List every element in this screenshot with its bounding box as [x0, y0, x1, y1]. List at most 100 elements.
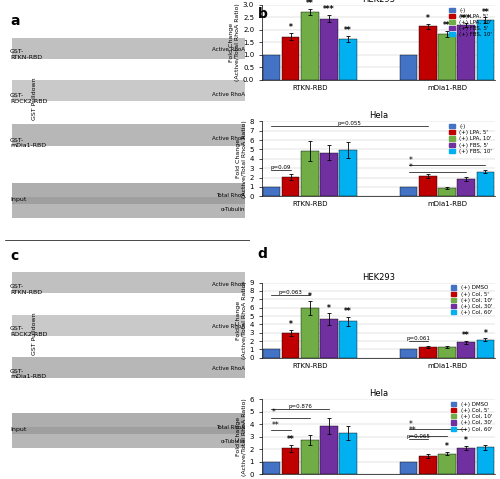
Text: **: **	[443, 22, 451, 30]
FancyBboxPatch shape	[12, 357, 245, 378]
Bar	[476, 20, 494, 80]
Text: GST-
RTKN-RBD: GST- RTKN-RBD	[10, 284, 42, 295]
Text: b: b	[258, 7, 268, 21]
Text: p=0.876: p=0.876	[288, 404, 312, 409]
Text: *: *	[464, 436, 468, 445]
FancyBboxPatch shape	[12, 427, 245, 448]
FancyBboxPatch shape	[12, 38, 245, 59]
Text: GST-
mDia1-RBD: GST- mDia1-RBD	[10, 369, 46, 379]
Text: *: *	[445, 442, 449, 451]
Text: GST-
ROCK2-RBD: GST- ROCK2-RBD	[10, 93, 48, 104]
Text: Active RhoA: Active RhoA	[212, 324, 245, 329]
Text: Total RhoA: Total RhoA	[216, 425, 245, 430]
Bar	[400, 187, 417, 196]
Bar	[438, 454, 456, 474]
Text: p=0.061: p=0.061	[406, 336, 430, 341]
Text: *: *	[288, 23, 292, 32]
Text: GST-
mDia1-RBD: GST- mDia1-RBD	[10, 137, 46, 148]
Text: GST Pulldown: GST Pulldown	[32, 78, 37, 120]
Text: p=0.063: p=0.063	[278, 290, 302, 295]
Text: *: *	[408, 156, 412, 165]
Text: d: d	[258, 247, 268, 261]
Text: **: **	[408, 426, 416, 435]
Text: *: *	[426, 14, 430, 23]
Text: **: **	[306, 0, 314, 8]
Bar	[458, 448, 475, 474]
Text: *: *	[327, 304, 331, 313]
FancyBboxPatch shape	[12, 125, 245, 146]
Text: **: **	[272, 421, 279, 430]
Bar	[262, 349, 280, 358]
Bar	[340, 321, 357, 358]
Bar	[262, 462, 280, 474]
Bar	[282, 333, 300, 358]
Bar	[419, 347, 436, 358]
Bar	[458, 25, 475, 80]
Text: *: *	[308, 292, 312, 300]
Text: Active RhoA: Active RhoA	[212, 47, 245, 52]
Y-axis label: Fold Change
(Active/Total RhoA Ratio): Fold Change (Active/Total RhoA Ratio)	[230, 3, 240, 81]
Text: **: **	[462, 331, 470, 341]
Bar	[476, 447, 494, 474]
Bar	[476, 340, 494, 358]
Bar	[262, 55, 280, 80]
Legend: (+) DMSO, (+) Col, 5', (+) Col, 10', (+) Col, 30', (+) Col, 60': (+) DMSO, (+) Col, 5', (+) Col, 10', (+)…	[450, 284, 494, 316]
Text: p=0.055: p=0.055	[338, 121, 361, 126]
Bar	[282, 448, 300, 474]
Title: HEK293: HEK293	[362, 273, 395, 282]
Text: p=0.065: p=0.065	[406, 434, 430, 439]
Y-axis label: Fold Change
(Active/Total RhoA Ratio): Fold Change (Active/Total RhoA Ratio)	[236, 281, 247, 359]
Bar	[458, 179, 475, 196]
Text: ***: ***	[323, 5, 335, 14]
Bar	[320, 153, 338, 196]
Text: c: c	[10, 249, 18, 263]
Bar	[301, 308, 318, 358]
Text: ***: ***	[460, 13, 472, 23]
Text: Input: Input	[10, 427, 26, 432]
Text: Active RhoA: Active RhoA	[212, 136, 245, 141]
Bar	[419, 176, 436, 196]
Text: *: *	[408, 420, 412, 429]
Bar	[476, 171, 494, 196]
Text: Total RhoA: Total RhoA	[216, 193, 245, 197]
Bar	[419, 26, 436, 80]
FancyBboxPatch shape	[12, 197, 245, 218]
Bar	[400, 349, 417, 358]
FancyBboxPatch shape	[12, 315, 245, 336]
Text: Active RhoA: Active RhoA	[212, 91, 245, 97]
Legend: (+) DMSO, (+) Col, 5', (+) Col, 10', (+) Col, 30', (+) Col, 60': (+) DMSO, (+) Col, 5', (+) Col, 10', (+)…	[450, 401, 494, 433]
Legend: (-), (+) LPA, 5', (+) LPA, 10', (+) FBS, 5', (+) FBS, 10': (-), (+) LPA, 5', (+) LPA, 10', (+) FBS,…	[448, 123, 494, 155]
Text: **: **	[344, 26, 352, 35]
Bar	[400, 462, 417, 474]
Text: **: **	[482, 8, 490, 17]
Text: Active RhoA: Active RhoA	[212, 366, 245, 371]
Bar	[438, 347, 456, 358]
Y-axis label: Fold Change
(Active/Total RhoA Ratio): Fold Change (Active/Total RhoA Ratio)	[236, 120, 247, 198]
Text: *: *	[408, 162, 412, 171]
Text: α-Tubulin: α-Tubulin	[220, 206, 245, 212]
Text: Input: Input	[10, 197, 26, 202]
Bar	[301, 151, 318, 196]
Bar	[340, 39, 357, 80]
FancyBboxPatch shape	[12, 80, 245, 101]
Bar	[320, 319, 338, 358]
Bar	[282, 36, 300, 80]
Text: *: *	[272, 408, 276, 417]
Bar	[340, 150, 357, 196]
Bar	[400, 55, 417, 80]
Text: a: a	[10, 14, 20, 28]
Bar	[458, 342, 475, 358]
Text: p=0.09: p=0.09	[271, 165, 291, 170]
Legend: (-), (+) LPA, 5', (+) LPA, 10', (+) FBS, 5', (+) FBS, 10': (-), (+) LPA, 5', (+) LPA, 10', (+) FBS,…	[448, 6, 494, 38]
Y-axis label: Fold Change
(Active/Total RhoA Ratio): Fold Change (Active/Total RhoA Ratio)	[236, 398, 247, 476]
Text: **: **	[286, 435, 294, 444]
Bar	[301, 11, 318, 80]
Bar	[320, 426, 338, 474]
Title: HEK293: HEK293	[362, 0, 395, 4]
FancyBboxPatch shape	[12, 273, 245, 294]
Bar	[438, 188, 456, 196]
Title: Hela: Hela	[369, 389, 388, 399]
Bar	[282, 177, 300, 196]
Bar	[262, 187, 280, 196]
Text: α-Tubulin: α-Tubulin	[220, 439, 245, 444]
